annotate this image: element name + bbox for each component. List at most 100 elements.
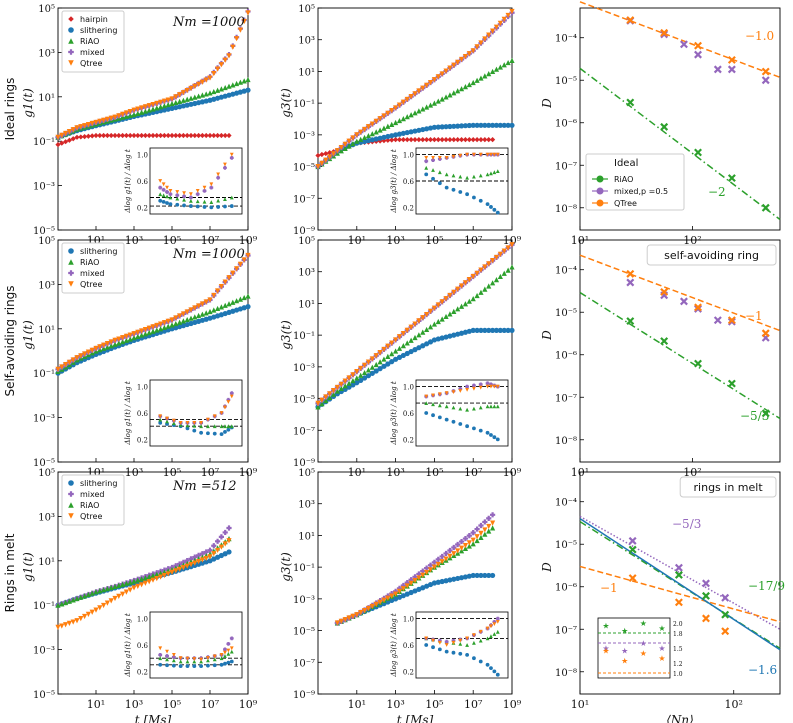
series-Qtree (628, 574, 730, 636)
data-point (184, 563, 190, 569)
data-point (435, 98, 441, 104)
inset-point (226, 400, 231, 404)
x-tick-label: 10² (683, 466, 701, 479)
data-point (486, 32, 492, 38)
data-point (377, 116, 383, 122)
data-point (721, 610, 730, 619)
data-point (139, 132, 145, 139)
inset-point (219, 662, 224, 667)
data-point (466, 122, 472, 129)
data-point (203, 77, 209, 83)
inset-point (472, 152, 476, 157)
data-point (93, 607, 99, 613)
data-point (146, 579, 152, 585)
data-point (361, 126, 368, 133)
data-point (59, 140, 65, 146)
inset-point: ★ (602, 644, 609, 653)
data-point (439, 335, 445, 341)
data-point (626, 317, 635, 326)
data-point (462, 574, 469, 580)
data-point (116, 132, 122, 139)
inset-point (158, 198, 163, 203)
data-point (101, 345, 107, 351)
data-point (486, 137, 492, 143)
data-point (203, 555, 209, 562)
data-point (474, 292, 480, 299)
data-point (192, 94, 198, 100)
data-point (169, 317, 175, 323)
data-point (493, 66, 500, 72)
data-point (369, 121, 375, 127)
data-point (501, 327, 507, 333)
legend-marker (596, 199, 604, 207)
data-point (389, 133, 395, 139)
data-point (385, 123, 391, 129)
row-label: Ideal rings (3, 78, 17, 141)
data-point (474, 534, 480, 540)
data-point (373, 136, 379, 142)
axes-frame (57, 7, 249, 231)
data-point (245, 293, 251, 299)
data-point (389, 137, 395, 143)
data-point (222, 57, 228, 63)
data-point (420, 315, 426, 321)
data-point (628, 545, 637, 554)
data-point (416, 137, 422, 143)
legend-box (585, 153, 685, 211)
panel-c3: 10¹ 10² 10⁻⁸ 10⁻⁷ 10⁻⁶ 10⁻⁵ 10⁻⁴ D ⟨Nn⟩ rings in … (540, 471, 785, 723)
data-point (439, 553, 445, 560)
inset-point (485, 626, 490, 631)
data-point (385, 343, 391, 349)
inset-point (185, 664, 190, 669)
nm-annotation: Nm =1000 (172, 247, 245, 262)
y-tick-label: 10³ (298, 268, 315, 279)
data-point (338, 148, 344, 154)
y-tick-label: 10⁻³ (33, 646, 55, 657)
legend: slithering RiAO mixed Qtree (61, 242, 125, 294)
data-point (470, 572, 476, 579)
data-point (146, 103, 152, 109)
data-point (334, 148, 340, 154)
inset-point (478, 385, 483, 390)
data-point (188, 132, 194, 139)
inset-point (458, 638, 463, 643)
data-point (420, 343, 426, 349)
inset-y-label: Δlog g3(t) / Δlog t (390, 381, 398, 445)
inset-tick-label: 1.0 (403, 152, 414, 160)
series-RiAO (55, 293, 251, 375)
data-point (334, 384, 340, 391)
data-point (458, 123, 465, 129)
inset-point (444, 156, 449, 160)
data-point (245, 87, 251, 93)
data-point (486, 283, 492, 289)
panel-a1: 10¹ 10³ 10⁵ 10⁷ 10⁹10⁻⁵10⁻³10⁻¹10¹10³10⁵g1(t… (21, 4, 258, 247)
inset-point (472, 640, 476, 645)
inset-point (495, 404, 500, 409)
fit-line (579, 518, 781, 651)
data-point (373, 361, 379, 368)
y-tick-label: 10⁻⁷ (293, 658, 315, 669)
legend-marker (68, 38, 74, 44)
axes-frame (579, 7, 781, 231)
data-point (135, 583, 141, 589)
inset-point (195, 192, 200, 197)
inset-point (226, 642, 231, 646)
data-point (451, 90, 457, 96)
y-tick-label: 10⁵ (38, 4, 55, 15)
data-point (93, 345, 99, 352)
data-point (482, 531, 488, 537)
data-point (139, 582, 145, 588)
data-point (234, 80, 240, 87)
inset-point (478, 629, 483, 634)
data-point (486, 261, 492, 267)
data-point (478, 530, 484, 536)
row-label: Rings in melt (3, 533, 17, 612)
inset-point (465, 636, 470, 641)
data-point (474, 77, 480, 83)
data-point (478, 267, 484, 273)
data-point (241, 78, 247, 84)
panel-c2: 10¹ 10²10⁻⁸10⁻⁷10⁻⁶10⁻⁵10⁻⁴Dself-avoiding… (540, 239, 781, 479)
data-point (78, 353, 84, 359)
inset-point (158, 653, 163, 657)
data-point (412, 110, 418, 116)
